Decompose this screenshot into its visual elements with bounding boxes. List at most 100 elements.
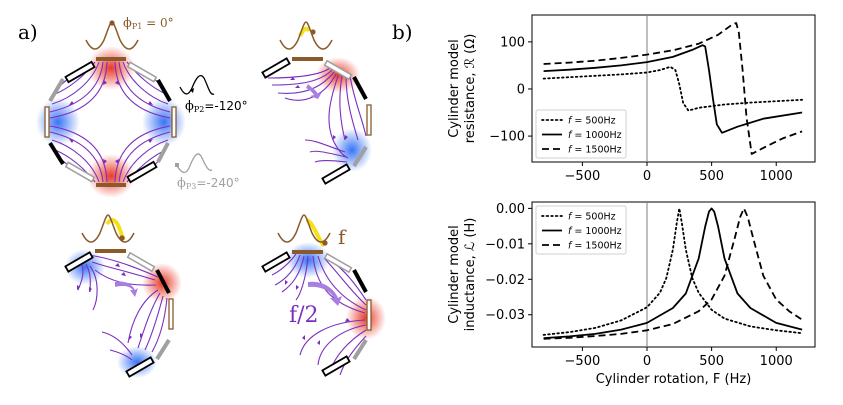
electrode-p2 (261, 251, 291, 273)
electrode-p3-lower (352, 338, 368, 361)
electrode-p3-lower (352, 145, 368, 168)
electrode-p2-right (352, 269, 368, 293)
rotation-arrow (115, 281, 138, 297)
electrode-p3 (323, 59, 353, 81)
phase-highlight (305, 218, 326, 248)
electrode-diagram: ϕP1 = 0° ϕP2=-120° ϕP3=-240° (36, 16, 386, 378)
phase-marker-p1 (109, 20, 115, 26)
inductance-x-ticks: −500 0 500 1000 (565, 347, 793, 369)
waveform-p1 (279, 21, 333, 50)
waveform-p1 (277, 214, 331, 243)
x-tick-label: −500 (565, 354, 601, 369)
electrode-p1-right (168, 298, 174, 330)
panel-4-partial: f/2 f (261, 214, 386, 377)
series-line-dotted (542, 207, 803, 336)
electrode-p1-bottom (96, 183, 126, 187)
rotation-arrow (308, 281, 342, 306)
series-line-dashed (543, 207, 803, 340)
legend-box (535, 205, 627, 255)
electrode-p2 (261, 57, 291, 79)
phase-marker (310, 29, 316, 35)
legend-entry-label: f = 1500Hz (568, 241, 622, 252)
panel-3-partial (64, 214, 182, 378)
resistance-plot-area (542, 15, 803, 162)
legend-box (535, 109, 627, 159)
series-line-solid (543, 44, 803, 134)
electrode-p3-left-upper (48, 77, 65, 103)
inductance-axes-frame (531, 201, 816, 348)
field-arrows (285, 280, 350, 345)
electrode-p3 (126, 251, 156, 273)
electrode-p3-right-lower (156, 142, 170, 163)
phase-p2-label: ϕP2=-120° (185, 99, 248, 114)
resistance-legend: f = 500Hz f = 1000Hz f = 1500Hz (535, 109, 627, 159)
legend-entry-label: f = 1000Hz (568, 130, 622, 141)
y-tick-label: 0.00 (496, 202, 525, 217)
resistance-y-ticks: 100 0 −100 (489, 35, 532, 145)
series-line-dashed (543, 22, 803, 155)
panel-2-partial (261, 21, 372, 185)
x-tick-label: 500 (699, 169, 724, 184)
electrode-p1-right (366, 299, 372, 331)
electrode-p2-lower (125, 356, 155, 378)
waveform-p2 (179, 74, 215, 95)
series-line-dotted (542, 65, 803, 112)
y-tick-label: 0 (517, 82, 525, 97)
rotation-arrow (306, 84, 322, 99)
legend-entry-label: f = 500Hz (568, 116, 616, 127)
y-tick-label: −0.02 (485, 273, 525, 288)
electrode-p2-lower (321, 355, 351, 377)
panel-1-octagon: ϕP1 = 0° ϕP2=-120° ϕP3=-240° (36, 16, 248, 198)
y-tick-label: −0.01 (485, 237, 525, 252)
y-tick-label: −0.03 (485, 308, 525, 323)
phase-p3-label: ϕP3=-240° (177, 176, 240, 191)
electrode-p2 (64, 251, 94, 273)
electrode-p2-left-lower (48, 141, 65, 166)
field-lines (77, 254, 168, 361)
series-line-solid (543, 207, 803, 339)
phase-marker-p2 (190, 88, 194, 93)
panel-b-label: b) (392, 20, 413, 44)
field-arrows (290, 77, 348, 140)
electrode-p1-top (95, 249, 126, 253)
x-tick-label: 0 (643, 169, 651, 184)
field-lines (49, 61, 171, 183)
frequency-label: f (338, 225, 347, 249)
resistance-ylabel-line1: Cylinder model (447, 39, 462, 137)
resistance-ylabel-line2: resistance, ℛ (Ω) (463, 34, 478, 144)
field-lines (267, 67, 367, 163)
inductance-chart: −500 0 500 1000 0.00 −0.01 −0.02 −0.03 Cylinde… (447, 201, 816, 387)
phase-marker-p3 (175, 163, 179, 167)
waveform-p3 (176, 153, 213, 174)
electrode-p1-top (292, 250, 323, 254)
legend-entry-label: f = 1000Hz (568, 226, 622, 237)
electrode-p3 (323, 252, 353, 274)
x-tick-label: 500 (699, 354, 724, 369)
electrode-p3-topright (126, 61, 158, 83)
y-tick-label: −100 (489, 130, 525, 145)
inductance-ylabel-line2: inductance, ℒ (H) (463, 218, 478, 332)
inductance-y-ticks: 0.00 −0.01 −0.02 −0.03 (485, 202, 532, 323)
electrode-p2-right (352, 76, 368, 100)
inductance-legend: f = 500Hz f = 1000Hz f = 1500Hz (535, 205, 627, 255)
inductance-ylabel-line1: Cylinder model (447, 225, 462, 323)
phase-marker (322, 240, 328, 246)
electrode-p1-left (44, 106, 50, 138)
positive-pole-glow (346, 296, 386, 340)
x-tick-label: 1000 (760, 169, 793, 184)
resistance-x-ticks: −500 0 500 1000 (565, 162, 793, 184)
panel-a-label: a) (18, 20, 38, 44)
electrode-p1-right (171, 106, 177, 138)
electrode-p1-top (96, 57, 126, 61)
negative-pole-glow-lower (117, 346, 157, 378)
field-arrows (69, 80, 153, 164)
inductance-plot-area (542, 202, 803, 347)
phase-marker (119, 235, 125, 241)
x-tick-label: 1000 (760, 354, 793, 369)
x-tick-label: −500 (565, 169, 601, 184)
x-tick-label: 0 (643, 354, 651, 369)
resistance-chart: −500 0 500 1000 1000 −100 Cylinder model res… (447, 14, 816, 184)
legend-entry-label: f = 500Hz (568, 212, 616, 223)
electrode-p1-top (292, 57, 323, 61)
